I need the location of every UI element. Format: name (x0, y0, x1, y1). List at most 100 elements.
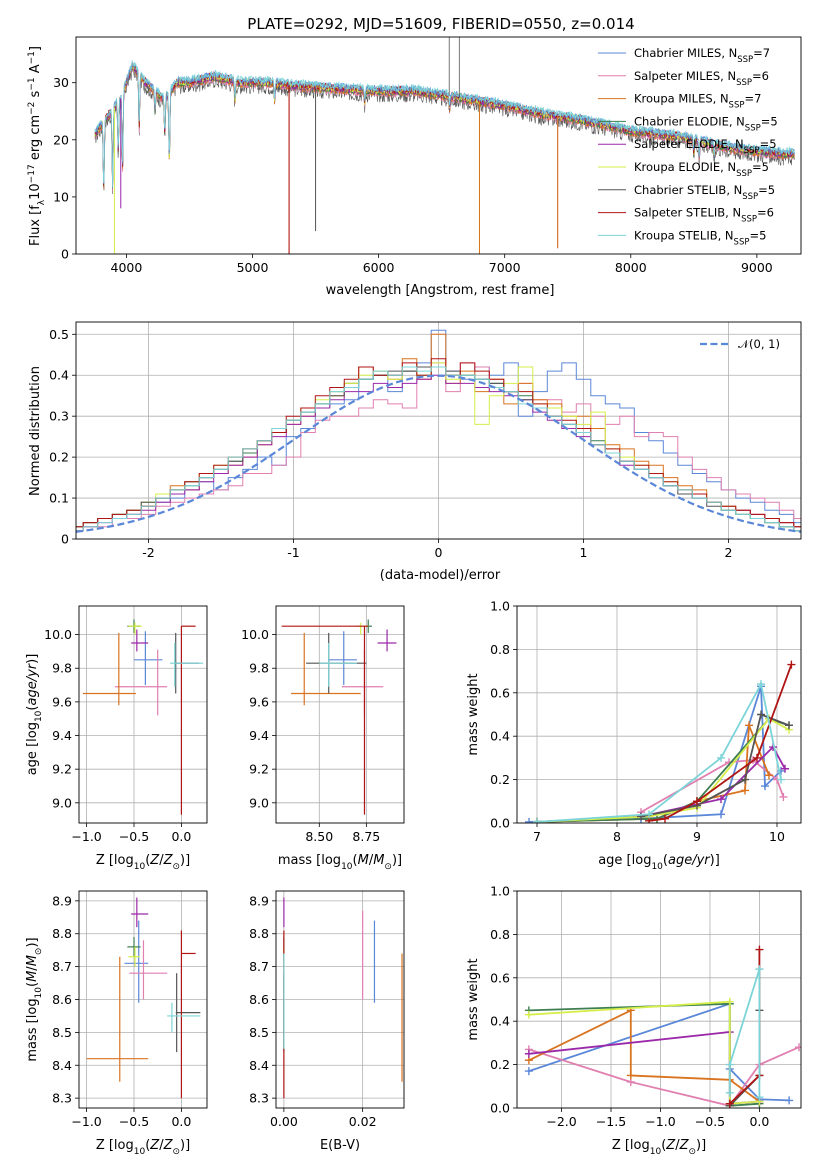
mass-weight-point-kroupa-stelib (725, 1088, 734, 1097)
mass-weight-point-chabrier-miles (785, 1096, 794, 1105)
y-axis-label: mass [log10(M/M⊙)] (25, 937, 44, 1061)
y-tick-label: 0 (61, 532, 69, 547)
axes-frame (516, 605, 802, 824)
mass-weight-point-kroupa-miles (765, 771, 773, 780)
x-tick-label: 8 (613, 829, 621, 844)
mass-weight-line-chabrier-elodie (536, 717, 790, 823)
y-tick-label: 9.0 (52, 795, 72, 810)
x-tick-label: 8.50 (305, 829, 333, 844)
mass-weight-point-salpeter-miles (795, 1043, 801, 1052)
mass-weight-point-salpeter-stelib (755, 945, 764, 954)
x-tick-label: 4000 (111, 260, 143, 275)
y-tick-label: 1.0 (490, 599, 510, 614)
plot-area (76, 329, 801, 533)
mass-weight-point-kroupa-stelib (725, 1060, 734, 1069)
y-tick-label: 0.4 (490, 729, 510, 744)
mass-weight-point-kroupa-stelib (533, 817, 541, 823)
mass-weight-point-chabrier-miles (524, 1067, 533, 1076)
age-vs-metallicity-panel: −1.0 −0.5 0.0 9.0 9.2 9.4 9.6 9.8 10.0 Z [log10(Z… (25, 605, 208, 872)
legend-label-chabrier-stelib: Chabrier STELIB, NSSP=5 (634, 183, 775, 202)
x-tick-label: -2 (142, 545, 154, 560)
x-tick-label: 0.0 (171, 1114, 191, 1129)
legend-label-salpeter-stelib: Salpeter STELIB, NSSP=6 (634, 206, 774, 225)
legend-label-salpeter-miles: Salpeter MILES, NSSP=6 (634, 69, 769, 88)
y-tick-label: 0.3 (49, 409, 69, 424)
x-tick-label: 8.75 (352, 829, 380, 844)
y-tick-label: 9.4 (249, 728, 269, 743)
y-tick-label: 1.0 (490, 884, 510, 899)
plot-area (94, 37, 795, 254)
mass-weight-point-kroupa-stelib (645, 810, 653, 819)
mass-weight-line-kroupa-stelib (728, 968, 761, 1098)
spectrum-panel: 4000 5000 6000 7000 8000 9000 0 10 20 30 wavelengt… (27, 36, 802, 298)
y-tick-label: 9.8 (52, 661, 72, 676)
legend-label-chabrier-elodie: Chabrier ELODIE, NSSP=5 (634, 114, 778, 133)
y-tick-label: 0.8 (490, 642, 510, 657)
legend-label-chabrier-miles: Chabrier MILES, NSSP=7 (634, 46, 770, 65)
x-tick-label: −0.5 (119, 829, 149, 844)
plot-area (82, 619, 204, 815)
mass-weight-point-chabrier-miles (761, 782, 769, 791)
y-tick-label: 8.5 (249, 1025, 269, 1040)
histogram-kroupa-stelib (76, 366, 801, 532)
y-tick-label: 8.6 (249, 992, 269, 1007)
legend-label-kroupa-elodie: Kroupa ELODIE, NSSP=5 (634, 160, 769, 179)
y-tick-label: 0.8 (490, 927, 510, 942)
mass-weight-point-kroupa-miles (741, 786, 749, 795)
y-tick-label: 9.0 (249, 795, 269, 810)
mass-weight-point-chabrier-stelib (785, 721, 793, 730)
y-axis-label: mass weight (466, 958, 481, 1040)
y-tick-label: 8.7 (249, 959, 269, 974)
mass-weight-point-chabrier-stelib (757, 710, 765, 719)
y-axis-label: mass weight (466, 673, 481, 755)
mass-weight-point-kroupa-elodie (725, 997, 734, 1006)
x-tick-label: −1.0 (71, 1114, 101, 1129)
x-tick-label: 0.0 (749, 1114, 769, 1129)
axes-frame (275, 605, 405, 824)
x-axis-label: mass [log10(M/M⊙)] (278, 853, 402, 872)
legend-label-normal: 𝒩(0, 1) (738, 337, 780, 351)
y-tick-label: 20 (53, 132, 69, 147)
y-tick-label: 0.6 (490, 970, 510, 985)
x-axis-label: Z [log10(Z/Z⊙)] (96, 853, 190, 872)
y-tick-label: 0.0 (490, 1101, 510, 1116)
x-tick-label: 6000 (363, 260, 395, 275)
legend-label-kroupa-miles: Kroupa MILES, NSSP=7 (634, 92, 761, 111)
y-tick-label: 0.2 (49, 450, 69, 465)
mass-weight-line-kroupa-elodie (528, 1000, 760, 1105)
legend-label-salpeter-elodie: Salpeter ELODIE, NSSP=5 (634, 137, 777, 156)
x-tick-label: 9000 (741, 260, 773, 275)
mass-weight-point-salpeter-miles (779, 792, 788, 801)
mass-weight-point-chabrier-stelib (741, 775, 749, 784)
y-tick-label: 0.0 (490, 816, 510, 831)
x-tick-label: −1.5 (596, 1114, 626, 1129)
x-axis-label: Z [log10(Z/Z⊙)] (612, 1138, 706, 1157)
y-axis-label: Flux [fλ10−17 erg cm−2 s−1 A−1] (27, 46, 47, 246)
mass-weight-point-salpeter-stelib (753, 753, 761, 762)
y-tick-label: 8.3 (52, 1091, 72, 1106)
axes-frame (75, 36, 802, 255)
x-tick-label: 1 (580, 545, 588, 560)
y-tick-label: 8.4 (52, 1058, 72, 1073)
mass-weight-line-chabrier-stelib (729, 1010, 761, 1107)
y-tick-label: 0.5 (49, 327, 69, 342)
x-tick-label: 0.02 (349, 1114, 377, 1129)
mass-vs-metallicity-panel: −1.0 −0.5 0.0 8.3 8.4 8.5 8.6 8.7 8.8 8.9 Z [log10… (25, 890, 208, 1157)
y-tick-label: 0.6 (490, 685, 510, 700)
x-tick-label: 0.00 (270, 1114, 298, 1129)
age-vs-mass-panel: 8.50 8.75 9.0 9.2 9.4 9.6 9.8 10.0 mass [log10(M… (241, 605, 405, 872)
y-tick-label: 0 (61, 247, 69, 262)
mass-weight-point-salpeter-elodie (781, 764, 789, 773)
mass-weight-point-chabrier-miles (717, 810, 725, 819)
mass-weight-point-kroupa-stelib (755, 965, 764, 974)
x-tick-label: 0.0 (171, 829, 191, 844)
y-tick-label: 8.6 (52, 992, 72, 1007)
y-tick-label: 9.2 (52, 762, 72, 777)
x-tick-label: 2 (725, 545, 733, 560)
residual-histogram-panel: -2 -1 0 1 2 0 0.1 0.2 0.3 0.4 0.5 (data-model)/erro… (28, 321, 802, 583)
mass-weight-point-salpeter-stelib (787, 660, 796, 669)
y-tick-label: 30 (53, 75, 69, 90)
axes-frame (78, 605, 208, 824)
y-tick-label: 8.8 (249, 926, 269, 941)
